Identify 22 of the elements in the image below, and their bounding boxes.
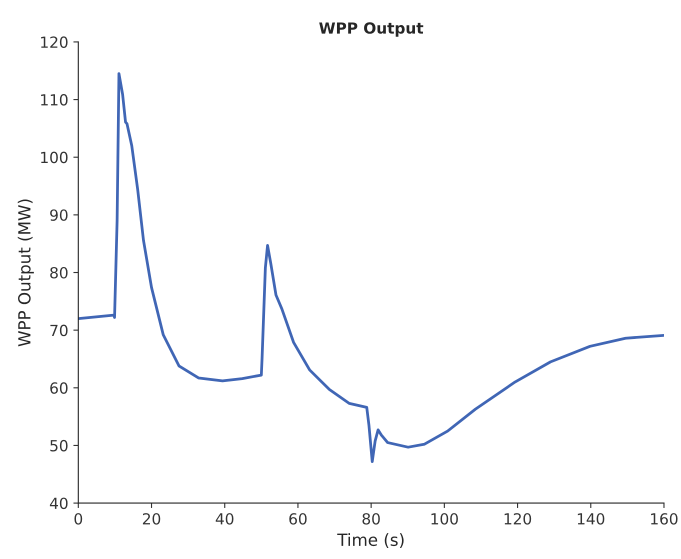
- x-tick-label: 60: [289, 513, 307, 525]
- line-series: [78, 72, 664, 463]
- x-tick-label: 120: [504, 513, 532, 525]
- y-tick-label: 50: [50, 440, 68, 452]
- x-tick-label: 100: [431, 513, 458, 525]
- chart-title: WPP Output: [319, 22, 424, 37]
- x-tick-label: 160: [651, 513, 678, 525]
- x-tick-label: 20: [142, 513, 160, 525]
- y-tick-label: 90: [50, 209, 68, 221]
- y-tick-label: 40: [50, 498, 68, 510]
- y-tick-label: 80: [50, 266, 68, 279]
- y-tick-label: 70: [50, 324, 68, 336]
- x-tick-label: 80: [362, 513, 380, 525]
- y-tick-label: 110: [41, 94, 68, 106]
- x-axis-title: Time (s): [337, 533, 404, 548]
- y-axis-title: WPP Output (MW): [18, 199, 34, 346]
- x-tick-label: 140: [578, 513, 604, 525]
- y-tick-label: 100: [41, 152, 68, 164]
- y-tick-label: 120: [41, 36, 68, 48]
- x-tick-label: 0: [74, 513, 82, 525]
- y-tick-label: 60: [50, 382, 68, 394]
- x-tick-label: 40: [216, 513, 234, 525]
